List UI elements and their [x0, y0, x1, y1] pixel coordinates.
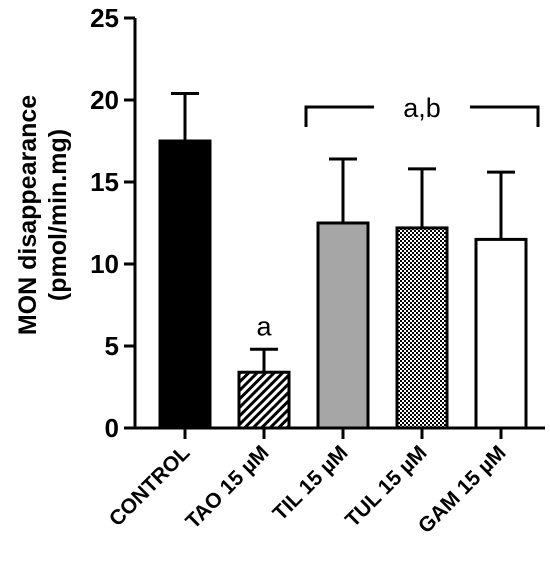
bar-tul — [395, 226, 449, 430]
x-category-label: TAO 15 µM — [181, 441, 273, 533]
y-tick-label: 0 — [105, 413, 119, 443]
y-tick-label: 15 — [90, 167, 119, 197]
y-tick-label: 10 — [90, 249, 119, 279]
bar-til — [316, 221, 370, 430]
bar-control — [158, 139, 212, 430]
annotations: a a,b — [256, 93, 540, 341]
bar-tao — [237, 370, 291, 430]
y-tick-label: 5 — [105, 331, 119, 361]
annotation-a: a — [256, 311, 272, 341]
y-axis-label: MON disappearance (pmol/min.mg) — [14, 95, 72, 335]
y-tick-label: 20 — [90, 85, 119, 115]
bars — [158, 91, 528, 430]
y-tick-label: 25 — [90, 3, 119, 33]
bar-gam — [474, 237, 528, 430]
y-axis: 0 5 10 15 20 25 — [90, 3, 137, 443]
y-axis-label-line1: MON disappearance — [14, 95, 42, 335]
x-axis — [133, 426, 545, 439]
annotation-a-b: a,b — [403, 93, 441, 123]
y-axis-label-line2: (pmol/min.mg) — [44, 129, 72, 301]
x-category-label: TIL 15 µM — [269, 441, 353, 525]
